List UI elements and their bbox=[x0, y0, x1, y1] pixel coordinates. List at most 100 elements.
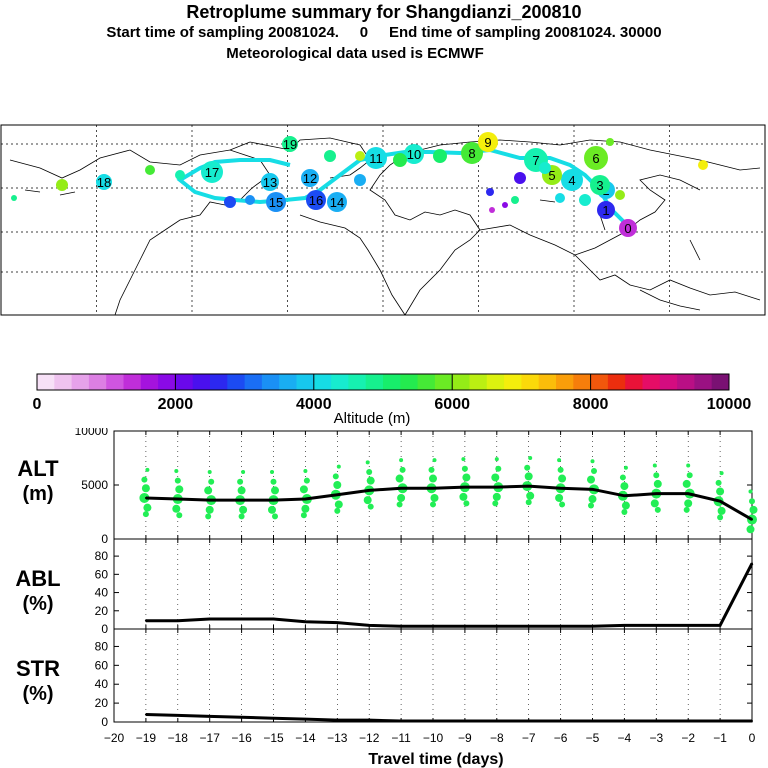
altitude-spread-marker bbox=[749, 498, 755, 505]
panel-str: 0 20 40 60 80 bbox=[95, 628, 753, 729]
altitude-spread-marker bbox=[205, 505, 214, 514]
altitude-spread-marker bbox=[174, 477, 181, 484]
series-point bbox=[304, 620, 307, 623]
altitude-spread-marker bbox=[333, 481, 342, 489]
colorbar-cell bbox=[54, 374, 73, 390]
altitude-spread-marker bbox=[588, 502, 594, 509]
trajectory-marker bbox=[261, 173, 279, 191]
altitude-spread-marker bbox=[748, 489, 753, 494]
trajectory-cluster bbox=[514, 172, 526, 184]
trajectory-marker bbox=[306, 190, 326, 210]
trajectory-marker-label: 9 bbox=[484, 135, 491, 150]
map-coastlines bbox=[9, 137, 761, 316]
altitude-spread-marker bbox=[367, 503, 374, 510]
trajectory-track bbox=[176, 147, 632, 230]
colorbar-label: Altitude (m) bbox=[334, 410, 411, 427]
altitude-spread-marker bbox=[334, 507, 341, 514]
altitude-spread-marker bbox=[492, 492, 501, 501]
trajectory-cluster bbox=[324, 150, 336, 162]
colorbar-cell bbox=[556, 374, 574, 390]
series-point bbox=[400, 487, 403, 490]
altitude-spread-marker bbox=[686, 463, 691, 468]
trajectory-marker-label: 4 bbox=[568, 173, 575, 188]
trajectory-marker-label: 13 bbox=[263, 175, 277, 190]
colorbar-cell bbox=[158, 374, 176, 390]
colorbar-cell bbox=[279, 374, 297, 390]
y-tick-label: 5000 bbox=[81, 478, 108, 492]
series-point bbox=[240, 716, 243, 719]
series-point bbox=[495, 625, 498, 628]
altitude-spread-marker bbox=[142, 511, 149, 518]
series-point bbox=[432, 487, 434, 490]
series-point bbox=[368, 719, 371, 722]
series-point bbox=[304, 718, 307, 721]
altitude-spread-marker bbox=[494, 457, 499, 462]
altitude-spread-marker bbox=[462, 473, 471, 482]
series-line bbox=[145, 484, 753, 521]
trajectory-marker bbox=[590, 175, 610, 195]
colorbar-cell bbox=[677, 374, 695, 390]
trajectory-marker-label: 17 bbox=[205, 165, 219, 180]
altitude-spread-marker bbox=[175, 485, 184, 494]
altitude-spread-marker bbox=[141, 476, 148, 483]
panel-frame bbox=[113, 628, 753, 723]
series-point bbox=[687, 624, 690, 627]
trajectory-marker-label: 19 bbox=[283, 137, 297, 152]
colorbar-cell bbox=[538, 374, 557, 390]
y-tick-label: 20 bbox=[95, 604, 109, 618]
altitude-spread-marker bbox=[623, 465, 628, 470]
colorbar-tick-label: 6000 bbox=[434, 396, 470, 413]
colorbar-cell bbox=[607, 374, 626, 390]
series-point bbox=[463, 486, 466, 489]
altitude-spread-marker bbox=[271, 486, 279, 495]
altitude-spread-marker bbox=[525, 499, 532, 506]
colorbar-cell bbox=[37, 374, 55, 390]
altitude-spread-marker bbox=[590, 459, 595, 464]
colorbar-cell bbox=[469, 374, 488, 390]
colorbar-cell bbox=[365, 374, 384, 390]
x-tick-labels: −20 −19 −18 −17 −16 −15 −14 −13 −12 −11 −10 −9 −8 −7−… bbox=[104, 731, 756, 745]
altitude-spread-marker bbox=[715, 479, 722, 486]
trajectory-cluster bbox=[354, 174, 366, 186]
altitude-spread-marker bbox=[650, 499, 659, 508]
series-point bbox=[432, 720, 434, 723]
colorbar-cell bbox=[227, 374, 246, 390]
altitude-spread-marker bbox=[746, 525, 755, 534]
colorbar-cell bbox=[71, 374, 90, 390]
trajectory-marker bbox=[561, 169, 583, 191]
altitude-spread-marker bbox=[272, 513, 278, 520]
series-point bbox=[559, 720, 562, 723]
altitude-spread-marker bbox=[653, 472, 660, 479]
series-point bbox=[336, 621, 339, 624]
series-point bbox=[623, 624, 626, 627]
trajectory-cluster bbox=[489, 207, 495, 213]
altitude-spread-marker bbox=[332, 473, 339, 480]
series-point bbox=[623, 494, 626, 497]
altitude-spread-marker bbox=[684, 499, 693, 508]
altitude-spread-marker bbox=[682, 479, 691, 488]
altitude-spread-marker bbox=[238, 513, 245, 520]
trajectory-marker bbox=[461, 142, 483, 164]
series-point bbox=[208, 617, 211, 620]
trajectory-cluster bbox=[606, 138, 614, 146]
series-point bbox=[591, 720, 594, 723]
altitude-spread-marker bbox=[334, 500, 343, 509]
altitude-spread-marker bbox=[365, 460, 370, 465]
colorbar-cell bbox=[625, 374, 643, 390]
altitude-spread-marker bbox=[301, 504, 310, 513]
colorbar-cell bbox=[573, 374, 592, 390]
y-tick-label: 60 bbox=[95, 567, 109, 581]
chart-title: Retroplume summary for Shangdianzi_20081… bbox=[186, 2, 582, 22]
colorbar-cell bbox=[590, 374, 609, 390]
series-line bbox=[145, 562, 754, 628]
trajectory-marker bbox=[478, 132, 498, 152]
colorbar-cell bbox=[486, 374, 505, 390]
altitude-spread-marker bbox=[591, 467, 597, 474]
y-tick-label: 0 bbox=[101, 532, 108, 546]
series-point bbox=[432, 625, 434, 628]
colorbar-tick-label: 10000 bbox=[707, 396, 752, 413]
altitude-spread-marker bbox=[459, 492, 468, 501]
trajectory-marker bbox=[266, 192, 286, 212]
altitude-spread-marker bbox=[299, 485, 308, 494]
alt-panel-unit: (m) bbox=[22, 483, 53, 505]
